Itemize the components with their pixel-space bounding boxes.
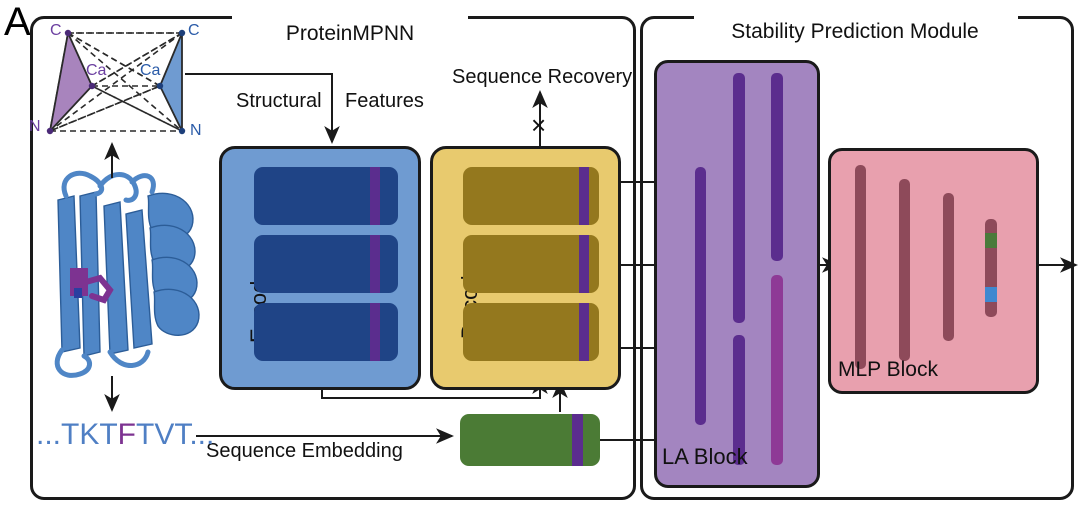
sequence-recovery-label: Sequence Recovery: [452, 66, 633, 88]
sequence-prefix: ...TKT: [36, 418, 118, 451]
output-segment-green: [985, 233, 997, 248]
mlp-bar-output: [985, 219, 997, 317]
amino-acid-sequence: ...TKTFTVT...: [36, 418, 214, 452]
la-bar-value-upper: [771, 73, 783, 261]
mlp-block: [828, 148, 1039, 394]
proteinmpnn-title-notch: [232, 10, 468, 24]
encoder-layer-2: [254, 235, 398, 293]
residue-triangle-left: [48, 30, 94, 134]
stability-prediction-title: Stability Prediction Module: [731, 20, 979, 43]
encoder-layer-1: [254, 167, 398, 225]
mlp-block-label: MLP Block: [838, 358, 938, 381]
proteinmpnn-title: ProteinMPNN: [285, 22, 415, 45]
la-block-label: LA Block: [662, 444, 748, 469]
atom-label-left-c: C: [50, 22, 62, 39]
la-bar-key-lower: [733, 335, 745, 465]
stability-panel-title-notch: [694, 10, 1018, 24]
output-segment-blue: [985, 287, 997, 302]
mlp-bar-2: [899, 179, 910, 361]
la-bar-key-upper: [733, 73, 745, 323]
la-bar-query: [695, 167, 706, 425]
la-block: [654, 60, 820, 488]
features-label: Features: [345, 90, 424, 112]
decoder-layer-2: [463, 235, 599, 293]
sequence-suffix: TVT...: [136, 418, 215, 451]
crossed-out-marker: ×: [531, 110, 547, 140]
protein-ribbon-cartoon: [54, 170, 200, 378]
sequence-highlight-residue: F: [117, 418, 136, 451]
la-bar-value-lower: [771, 275, 783, 465]
residue-graph-edges: [49, 32, 183, 132]
decoder-box: Decoder: [430, 146, 621, 390]
residue-triangle-right: [159, 32, 183, 132]
sequence-embedding-box: [460, 414, 600, 466]
mlp-bar-1: [855, 165, 866, 369]
atom-label-left-ca: Ca: [86, 62, 107, 79]
atom-label-right-n: N: [190, 122, 202, 139]
panel-letter-label: A: [4, 0, 31, 44]
structural-label: Structural: [236, 90, 322, 112]
encoder-layer-3: [254, 303, 398, 361]
atom-label-right-c: C: [188, 22, 200, 39]
decoder-layer-3: [463, 303, 599, 361]
atom-label-left-n: N: [29, 118, 41, 135]
encoder-box: Encoder: [219, 146, 421, 390]
residue-atom-dots: [46, 29, 186, 135]
decoder-layer-1: [463, 167, 599, 225]
sequence-embedding-label: Sequence Embedding: [206, 440, 403, 462]
mlp-bar-3: [943, 193, 954, 341]
atom-label-right-ca: Ca: [140, 62, 161, 79]
